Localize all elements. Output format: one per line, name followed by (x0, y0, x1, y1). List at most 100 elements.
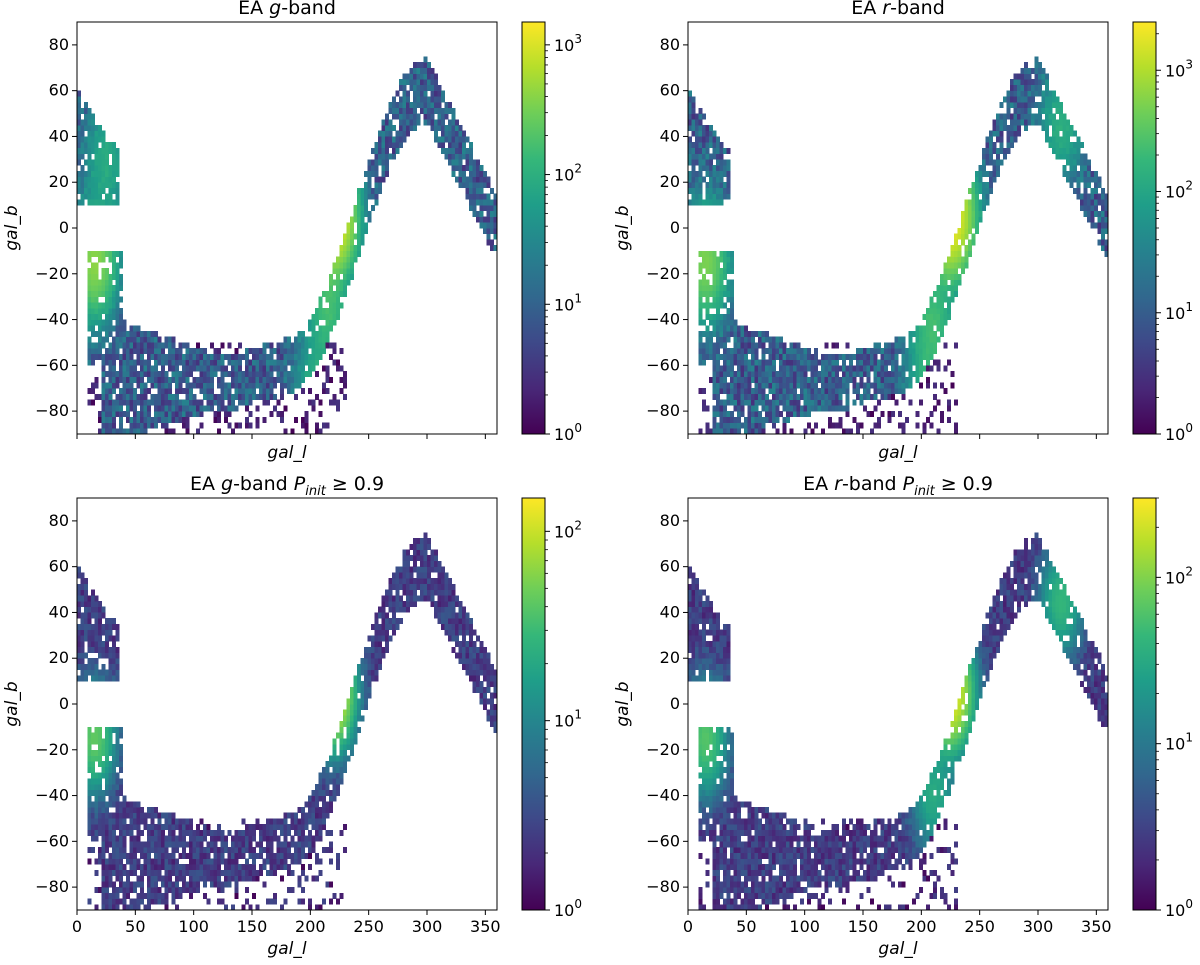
heatmap-cell (416, 79, 421, 86)
heatmap-cell (831, 376, 836, 383)
heatmap-cell (420, 583, 424, 590)
heatmap-cell (490, 205, 494, 212)
heatmap-cell (381, 601, 386, 607)
heatmap-cell (136, 824, 141, 831)
heatmap-cell (112, 336, 116, 343)
heatmap-cell (772, 365, 776, 372)
heatmap-cell (395, 578, 400, 585)
heatmap-cell (486, 675, 491, 682)
heatmap-cell (182, 411, 186, 418)
heatmap-cell (273, 382, 277, 389)
heatmap-cell (297, 336, 302, 343)
heatmap-cell (1076, 153, 1081, 160)
heatmap-cell (378, 663, 382, 670)
heatmap-cell (448, 612, 452, 619)
heatmap-cell (80, 182, 85, 189)
heatmap-cell (112, 302, 116, 309)
heatmap-cell (723, 416, 727, 423)
heatmap-cell (161, 892, 165, 899)
heatmap-cell (688, 107, 692, 114)
heatmap-cell (357, 669, 361, 676)
heatmap-cell (751, 359, 755, 366)
heatmap-cell (353, 709, 358, 716)
heatmap-cell (744, 422, 748, 429)
heatmap-cell (469, 165, 473, 172)
heatmap-cell (490, 704, 494, 710)
heatmap-cell (77, 199, 81, 206)
heatmap-cell (793, 371, 797, 378)
heatmap-cell (154, 336, 158, 343)
heatmap-cell (329, 778, 333, 785)
heatmap-cell (1073, 159, 1077, 166)
heatmap-cell (108, 331, 113, 337)
heatmap-cell (91, 353, 95, 360)
heatmap-cell (761, 399, 766, 406)
heatmap-cell (241, 371, 246, 378)
heatmap-cell (108, 824, 113, 831)
heatmap-cell (308, 342, 312, 349)
heatmap-cell (350, 273, 354, 280)
heatmap-cell (154, 892, 158, 899)
heatmap-cell (831, 371, 836, 378)
heatmap-cell (880, 359, 885, 366)
heatmap-cell (772, 348, 776, 355)
heatmap-cell (975, 216, 979, 223)
heatmap-cell (929, 342, 934, 349)
heatmap-cell (112, 285, 116, 292)
heatmap-cell (140, 898, 144, 905)
heatmap-cell (709, 262, 713, 269)
heatmap-cell (392, 601, 396, 607)
heatmap-cell (483, 205, 487, 212)
heatmap-cell (360, 233, 365, 240)
heatmap-cell (803, 359, 808, 366)
heatmap-cell (87, 812, 92, 819)
heatmap-cell (136, 336, 141, 343)
heatmap-cell (758, 422, 762, 429)
heatmap-cell (318, 325, 323, 332)
heatmap-cell (119, 784, 123, 791)
heatmap-cell (325, 376, 330, 383)
heatmap-cell (189, 382, 193, 389)
heatmap-cell (294, 824, 298, 831)
heatmap-cell (402, 601, 407, 607)
heatmap-cell (301, 331, 305, 337)
heatmap-cell (430, 555, 435, 562)
heatmap-cell (311, 801, 316, 808)
heatmap-cell (269, 388, 274, 395)
heatmap-cell (171, 852, 176, 859)
heatmap-cell (985, 182, 990, 189)
heatmap-cell (94, 669, 99, 676)
heatmap-cell (1045, 73, 1049, 80)
heatmap-cell (367, 692, 372, 699)
heatmap-cell (161, 399, 165, 406)
heatmap-cell (940, 296, 944, 303)
heatmap-cell (185, 399, 190, 406)
heatmap-cell (448, 136, 452, 143)
heatmap-cell (1024, 119, 1028, 126)
heatmap-cell (730, 371, 734, 378)
heatmap-cell (227, 371, 232, 378)
heatmap-cell (434, 589, 438, 596)
heatmap-cell (217, 353, 221, 360)
heatmap-cell (101, 841, 106, 848)
heatmap-cell (364, 663, 368, 670)
heatmap-cell (455, 130, 459, 137)
heatmap-cell (87, 612, 92, 619)
heatmap-cell (1013, 73, 1018, 80)
heatmap-cell (712, 142, 717, 149)
heatmap-cell (1041, 96, 1046, 103)
title-cut-subscript: init (305, 484, 326, 499)
heatmap-cell (849, 428, 853, 435)
heatmap-cell (171, 365, 176, 372)
heatmap-cell (1041, 125, 1046, 131)
heatmap-cell (406, 572, 410, 579)
heatmap-cell (108, 250, 113, 257)
heatmap-cell (94, 250, 99, 257)
heatmap-cell (140, 875, 144, 882)
heatmap-cell (129, 365, 134, 372)
heatmap-cell (698, 159, 703, 166)
heatmap-cell (807, 405, 811, 412)
heatmap-cell (189, 399, 193, 406)
heatmap-cell (112, 268, 116, 275)
